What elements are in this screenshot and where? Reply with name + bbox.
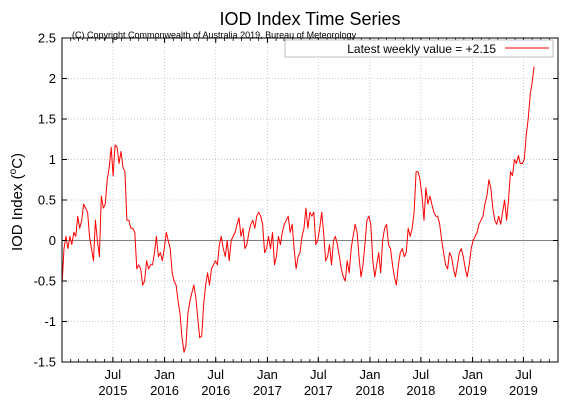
y-tick-labels: -1.5 -1 -0.5 0 0.5 1 1.5 2 2.5 [34, 31, 56, 370]
x-tick-year: 2018 [406, 383, 435, 398]
legend-box [284, 39, 554, 58]
grid-lines [62, 38, 558, 362]
series-layer [61, 66, 535, 353]
x-tick-month: Jul [207, 367, 224, 382]
chart-title: IOD Index Time Series [219, 9, 400, 29]
y-axis-label: IOD Index (oC) [8, 153, 26, 251]
y-tick-label: 2.5 [38, 31, 56, 46]
x-tick-month: Jul [105, 367, 122, 382]
x-tick-month: Jan [360, 367, 381, 382]
x-tick-year: 2018 [356, 383, 385, 398]
x-tick-month: Jan [154, 367, 175, 382]
x-tick-year: 2019 [458, 383, 487, 398]
y-tick-label: 1.5 [38, 112, 56, 127]
tick-marks [61, 37, 559, 363]
x-tick-year: 2016 [201, 383, 230, 398]
legend-label: Latest weekly value = +2.15 [347, 42, 496, 56]
y-tick-label: 0.5 [38, 193, 56, 208]
iod-series-line [61, 66, 535, 353]
x-tick-month: Jan [257, 367, 278, 382]
x-tick-year: 2019 [509, 383, 538, 398]
y-tick-label: 0 [49, 233, 56, 248]
x-tick-year: 2015 [98, 383, 127, 398]
x-tick-labels: Jul2015Jan2016Jul2016Jan2017Jul2017Jan20… [98, 367, 537, 398]
y-tick-label: -0.5 [34, 274, 56, 289]
x-tick-year: 2016 [150, 383, 179, 398]
y-tick-label: -1 [44, 314, 56, 329]
copyright-note: (C) Copyright Commonwealth of Australia … [72, 30, 357, 40]
y-tick-label: -1.5 [34, 355, 56, 370]
y-tick-label: 2 [49, 71, 56, 86]
legend: Latest weekly value = +2.15 [284, 39, 554, 58]
x-tick-month: Jul [515, 367, 532, 382]
x-tick-month: Jul [413, 367, 430, 382]
x-tick-month: Jan [462, 367, 483, 382]
x-tick-year: 2017 [304, 383, 333, 398]
plot-frame [61, 37, 559, 363]
y-tick-label: 1 [49, 152, 56, 167]
x-tick-year: 2017 [253, 383, 282, 398]
x-tick-month: Jul [310, 367, 327, 382]
